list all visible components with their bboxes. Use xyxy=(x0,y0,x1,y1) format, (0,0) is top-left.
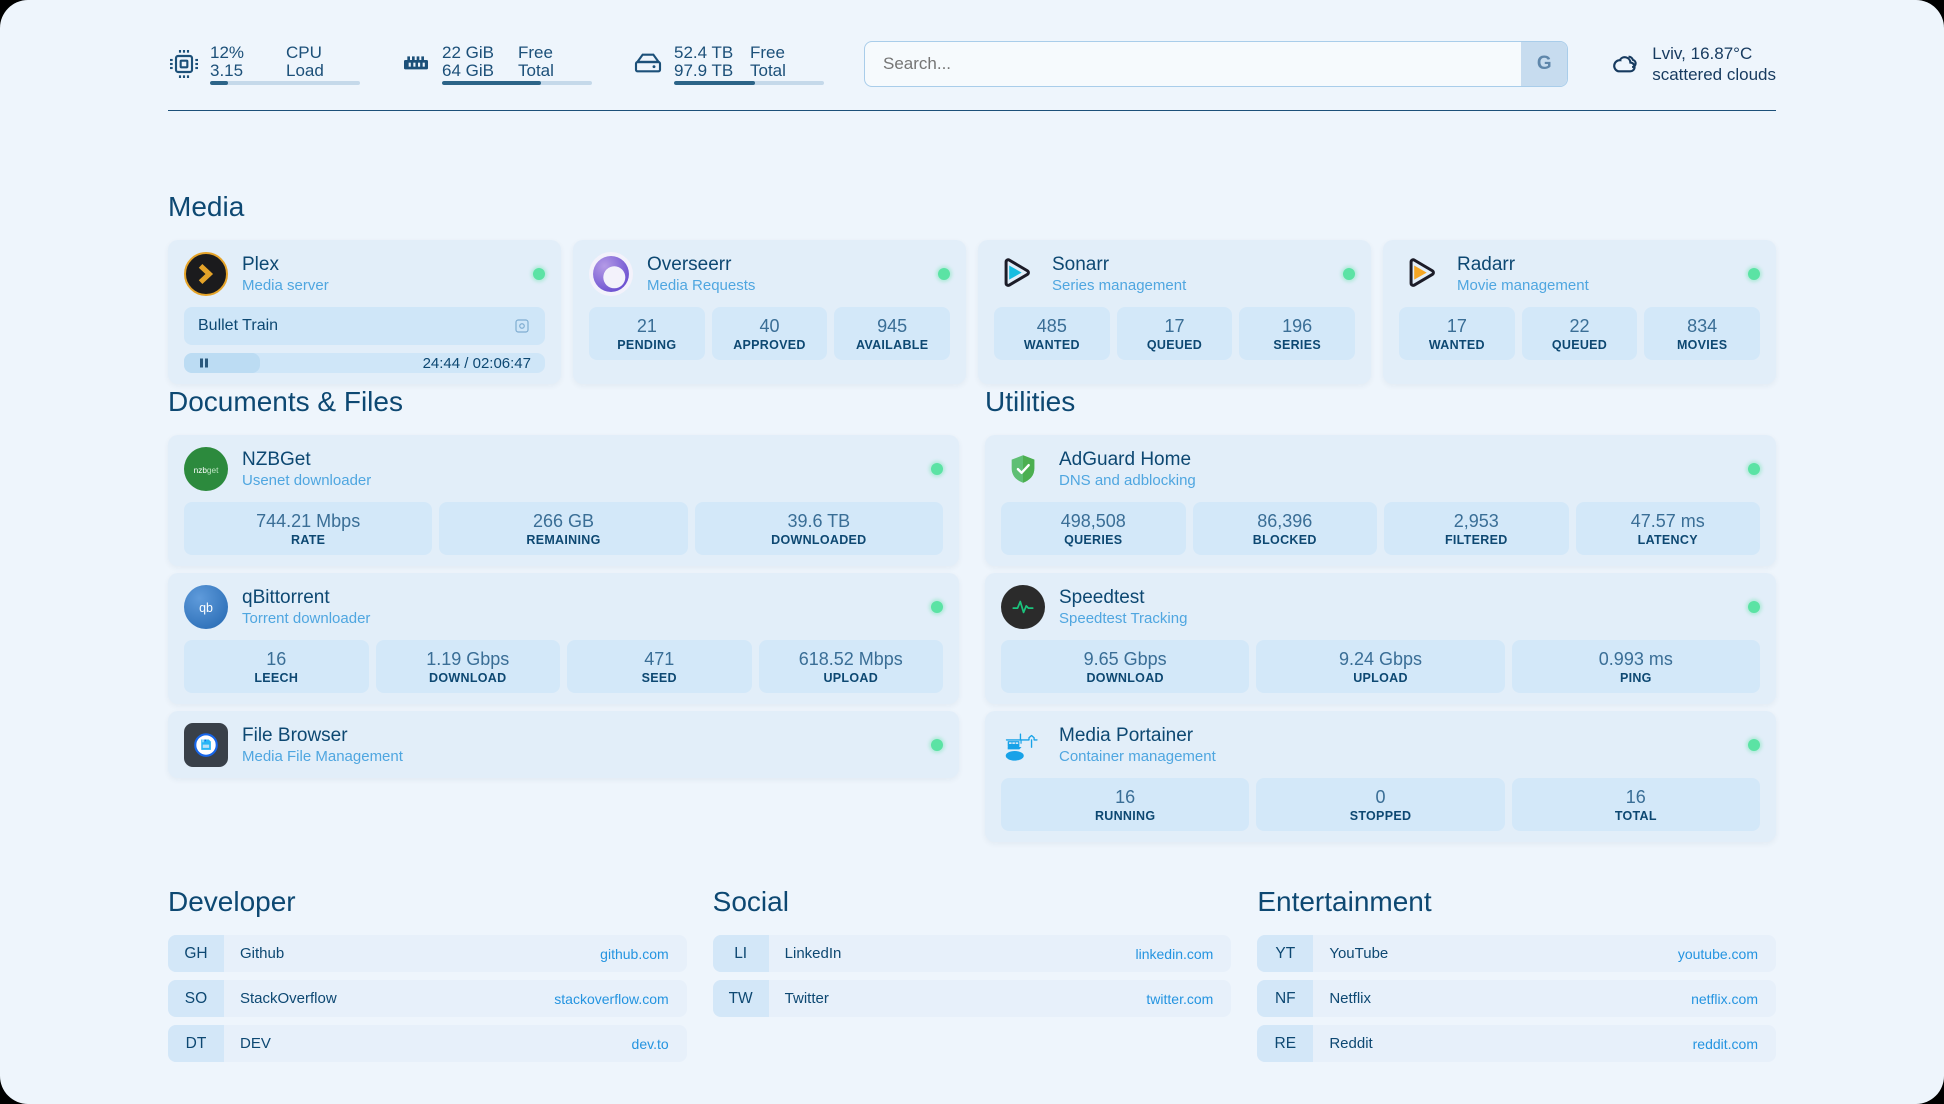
svg-text:qb: qb xyxy=(199,601,213,615)
svg-text:nzbget: nzbget xyxy=(194,466,219,475)
